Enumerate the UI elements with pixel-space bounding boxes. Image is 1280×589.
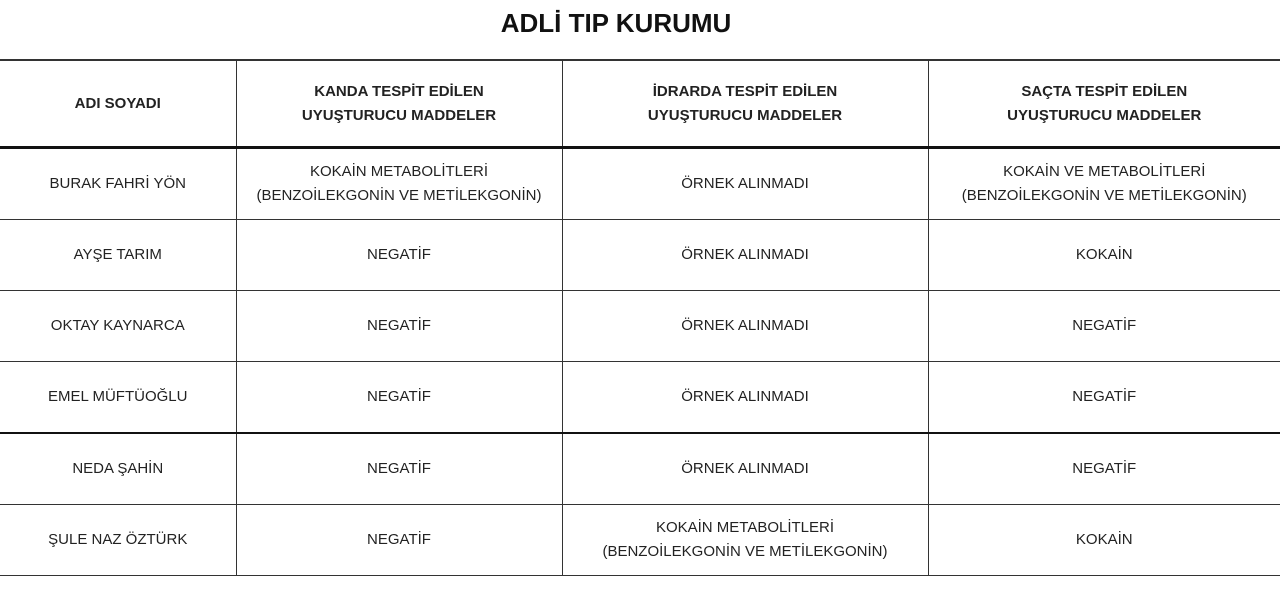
cell-name: NEDA ŞAHİN (0, 432, 237, 505)
cell-name: ŞULE NAZ ÖZTÜRK (0, 504, 237, 576)
cell-text-line: NEGATİF (367, 531, 431, 548)
cell-hair: NEGATİF (927, 290, 1280, 362)
cell-urine: KOKAİN METABOLİTLERİ (BENZOİLEKGONİN VE M… (561, 504, 929, 576)
cell-hair: KOKAİN VE METABOLİTLERİ (BENZOİLEKGONİN V… (927, 147, 1280, 220)
column-header-urine: İDRARDA TESPİT EDİLEN UYUŞTURUCU MADDELER (561, 59, 929, 149)
cell-text-line: ÖRNEK ALINMADI (681, 246, 809, 263)
cell-text-line: KOKAİN METABOLİTLERİ (309, 163, 489, 180)
cell-text-line: UYUŞTURUCU MADDELER (647, 106, 843, 124)
column-header-name: ADI SOYADI (0, 59, 237, 149)
cell-text-line: ÖRNEK ALINMADI (681, 175, 809, 192)
cell-text-line: KOKAİN METABOLİTLERİ (655, 519, 835, 536)
cell-name: AYŞE TARIM (0, 219, 237, 291)
cell-text-line: AYŞE TARIM (73, 246, 162, 263)
cell-blood: NEGATİF (235, 219, 563, 291)
cell-text-line: ÖRNEK ALINMADI (681, 388, 809, 405)
cell-name: EMEL MÜFTÜOĞLU (0, 361, 237, 434)
cell-blood: KOKAİN METABOLİTLERİ (BENZOİLEKGONİN VE M… (235, 147, 563, 220)
header-row: ADI SOYADI KANDA TESPİT EDİLEN UYUŞTURUCU … (0, 59, 1280, 149)
cell-text-line: (BENZOİLEKGONİN VE METİLEKGONİN) (602, 543, 888, 560)
table-row: ŞULE NAZ ÖZTÜRK NEGATİF KOKAİN METABOLİTLE… (0, 504, 1280, 576)
cell-text-line: NEGATİF (367, 246, 431, 263)
table-row: AYŞE TARIM NEGATİF ÖRNEK ALINMADI KOKAİN (0, 219, 1280, 291)
cell-text-line: EMEL MÜFTÜOĞLU (48, 388, 188, 405)
cell-blood: NEGATİF (235, 361, 563, 434)
cell-text-line: NEDA ŞAHİN (72, 460, 164, 477)
cell-blood: NEGATİF (235, 290, 563, 362)
cell-text-line: (BENZOİLEKGONİN VE METİLEKGONİN) (961, 187, 1247, 204)
cell-text-line: OKTAY KAYNARCA (50, 317, 185, 334)
cell-text-line: NEGATİF (1072, 317, 1137, 334)
cell-urine: ÖRNEK ALINMADI (561, 432, 929, 505)
cell-urine: ÖRNEK ALINMADI (561, 290, 929, 362)
cell-text-line: BURAK FAHRİ YÖN (49, 175, 186, 192)
cell-text-line: NEGATİF (367, 460, 431, 477)
cell-text-line: İDRARDA TESPİT EDİLEN (652, 82, 838, 100)
cell-text-line: KOKAİN (1075, 531, 1133, 548)
results-table: ADI SOYADI KANDA TESPİT EDİLEN UYUŞTURUCU … (0, 59, 1280, 576)
cell-text-line: SAÇTA TESPİT EDİLEN (1021, 82, 1188, 100)
cell-text-line: (BENZOİLEKGONİN VE METİLEKGONİN) (256, 187, 542, 204)
table-row: EMEL MÜFTÜOĞLU NEGATİF ÖRNEK ALINMADI NEGAT… (0, 361, 1280, 434)
cell-text-line: NEGATİF (1072, 388, 1137, 405)
cell-hair: NEGATİF (927, 361, 1280, 434)
cell-name: OKTAY KAYNARCA (0, 290, 237, 362)
cell-text-line: ÖRNEK ALINMADI (681, 460, 809, 477)
cell-name: BURAK FAHRİ YÖN (0, 147, 237, 220)
cell-text-line: NEGATİF (367, 317, 431, 334)
table-row: NEDA ŞAHİN NEGATİF ÖRNEK ALINMADI NEGATİF (0, 432, 1280, 505)
table-row: BURAK FAHRİ YÖN KOKAİN METABOLİTLERİ (BENZ… (0, 147, 1280, 220)
cell-text-line: KOKAİN (1075, 246, 1133, 263)
cell-hair: NEGATİF (927, 432, 1280, 505)
cell-text-line: KANDA TESPİT EDİLEN (314, 82, 484, 100)
cell-text-line: ÖRNEK ALINMADI (681, 317, 809, 334)
cell-hair: KOKAİN (927, 219, 1280, 291)
column-header-blood: KANDA TESPİT EDİLEN UYUŞTURUCU MADDELER (235, 59, 563, 149)
cell-blood: NEGATİF (235, 432, 563, 505)
cell-text-line: ADI SOYADI (74, 94, 161, 112)
cell-text-line: KOKAİN VE METABOLİTLERİ (1003, 163, 1206, 180)
cell-text-line: UYUŞTURUCU MADDELER (301, 106, 497, 124)
cell-text-line: UYUŞTURUCU MADDELER (1007, 106, 1202, 124)
cell-blood: NEGATİF (235, 504, 563, 576)
cell-text-line: NEGATİF (367, 388, 431, 405)
table-body: BURAK FAHRİ YÖN KOKAİN METABOLİTLERİ (BENZ… (0, 147, 1280, 576)
cell-hair: KOKAİN (927, 504, 1280, 576)
cell-urine: ÖRNEK ALINMADI (561, 219, 929, 291)
cell-text-line: NEGATİF (1072, 460, 1137, 477)
cell-urine: ÖRNEK ALINMADI (561, 361, 929, 434)
column-header-hair: SAÇTA TESPİT EDİLEN UYUŞTURUCU MADDELER (927, 59, 1280, 149)
cell-urine: ÖRNEK ALINMADI (561, 147, 929, 220)
table-row: OKTAY KAYNARCA NEGATİF ÖRNEK ALINMADI NEGAT… (0, 290, 1280, 362)
cell-text-line: ŞULE NAZ ÖZTÜRK (48, 531, 188, 548)
document-title: ADLİ TIP KURUMU (500, 8, 732, 38)
